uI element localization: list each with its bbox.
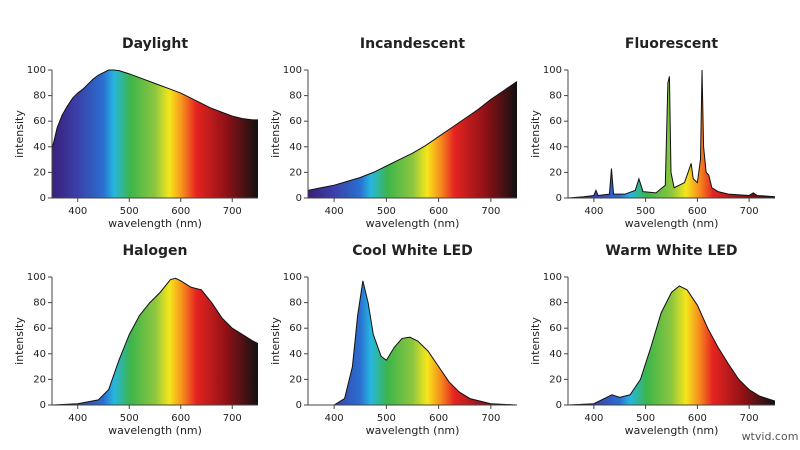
y-tick-label: 60	[549, 323, 562, 334]
x-tick-label: 500	[636, 206, 655, 217]
x-axis-label: wavelength (nm)	[625, 424, 719, 437]
y-tick-label: 0	[40, 400, 46, 411]
x-tick-label: 500	[636, 413, 655, 424]
watermark: wtvid.com	[742, 430, 799, 443]
area	[568, 285, 775, 405]
area-outline	[307, 81, 518, 191]
y-axis-label: intensity	[13, 110, 26, 158]
x-tick-label: 500	[120, 206, 139, 217]
y-tick-label: 0	[40, 193, 46, 204]
y-tick-label: 20	[549, 167, 562, 178]
y-tick-label: 40	[33, 349, 46, 360]
x-tick-label: 400	[68, 206, 87, 217]
y-tick-label: 40	[549, 349, 562, 360]
x-axis-label: wavelength (nm)	[366, 217, 460, 230]
x-tick-label: 500	[120, 413, 139, 424]
chart-title: Incandescent	[360, 36, 465, 52]
area	[568, 70, 775, 198]
y-axis-label: intensity	[529, 317, 542, 365]
x-axis-label: wavelength (nm)	[625, 217, 719, 230]
y-tick-label: 80	[33, 298, 46, 309]
y-tick-label: 100	[283, 65, 302, 76]
x-tick-label: 400	[325, 206, 344, 217]
y-tick-label: 100	[543, 65, 562, 76]
y-tick-label: 80	[549, 298, 562, 309]
y-tick-label: 60	[33, 116, 46, 127]
area-outline	[51, 69, 258, 150]
chart-title: Warm White LED	[605, 243, 737, 259]
y-tick-label: 60	[33, 323, 46, 334]
y-tick-label: 100	[283, 272, 302, 283]
y-tick-label: 100	[543, 272, 562, 283]
y-tick-label: 0	[296, 193, 302, 204]
area	[308, 280, 517, 405]
y-tick-label: 20	[289, 374, 302, 385]
chart-title: Halogen	[122, 243, 187, 259]
chart-title: Cool White LED	[352, 243, 473, 259]
x-tick-label: 700	[740, 413, 759, 424]
x-tick-label: 400	[68, 413, 87, 424]
y-tick-label: 0	[556, 400, 562, 411]
y-tick-label: 40	[289, 142, 302, 153]
x-tick-label: 700	[481, 413, 500, 424]
y-tick-label: 80	[289, 91, 302, 102]
y-tick-label: 60	[289, 116, 302, 127]
x-tick-label: 400	[584, 413, 603, 424]
y-tick-label: 80	[33, 91, 46, 102]
x-axis-label: wavelength (nm)	[108, 424, 202, 437]
x-tick-label: 700	[223, 413, 242, 424]
x-tick-label: 500	[377, 206, 396, 217]
y-axis-label: intensity	[13, 317, 26, 365]
y-tick-label: 100	[27, 272, 46, 283]
y-tick-label: 100	[27, 65, 46, 76]
area	[52, 278, 258, 405]
x-tick-label: 600	[171, 413, 190, 424]
x-tick-label: 700	[481, 206, 500, 217]
x-tick-label: 400	[584, 206, 603, 217]
y-tick-label: 40	[549, 142, 562, 153]
x-tick-label: 600	[429, 413, 448, 424]
x-tick-label: 600	[688, 206, 707, 217]
y-tick-label: 0	[296, 400, 302, 411]
y-tick-label: 20	[33, 374, 46, 385]
y-tick-label: 40	[289, 349, 302, 360]
x-tick-label: 700	[223, 206, 242, 217]
y-axis-label: intensity	[529, 110, 542, 158]
y-axis-label: intensity	[269, 110, 282, 158]
y-axis-label: intensity	[269, 317, 282, 365]
area-outline	[567, 69, 776, 199]
y-tick-label: 60	[289, 323, 302, 334]
chart-title: Fluorescent	[625, 36, 718, 52]
area-outline	[308, 280, 518, 406]
area-outline	[567, 285, 776, 406]
area	[308, 81, 517, 198]
y-tick-label: 20	[289, 167, 302, 178]
x-tick-label: 600	[171, 206, 190, 217]
x-tick-label: 700	[740, 206, 759, 217]
x-axis-label: wavelength (nm)	[366, 424, 460, 437]
y-tick-label: 80	[289, 298, 302, 309]
x-tick-label: 600	[429, 206, 448, 217]
x-tick-label: 600	[688, 413, 707, 424]
y-tick-label: 80	[549, 91, 562, 102]
area	[52, 70, 258, 198]
y-tick-label: 20	[33, 167, 46, 178]
y-tick-label: 40	[33, 142, 46, 153]
y-tick-label: 20	[549, 374, 562, 385]
area-outline	[51, 277, 259, 406]
x-tick-label: 400	[325, 413, 344, 424]
y-tick-label: 0	[556, 193, 562, 204]
x-tick-label: 500	[377, 413, 396, 424]
y-tick-label: 60	[549, 116, 562, 127]
x-axis-label: wavelength (nm)	[108, 217, 202, 230]
chart-title: Daylight	[122, 36, 188, 52]
